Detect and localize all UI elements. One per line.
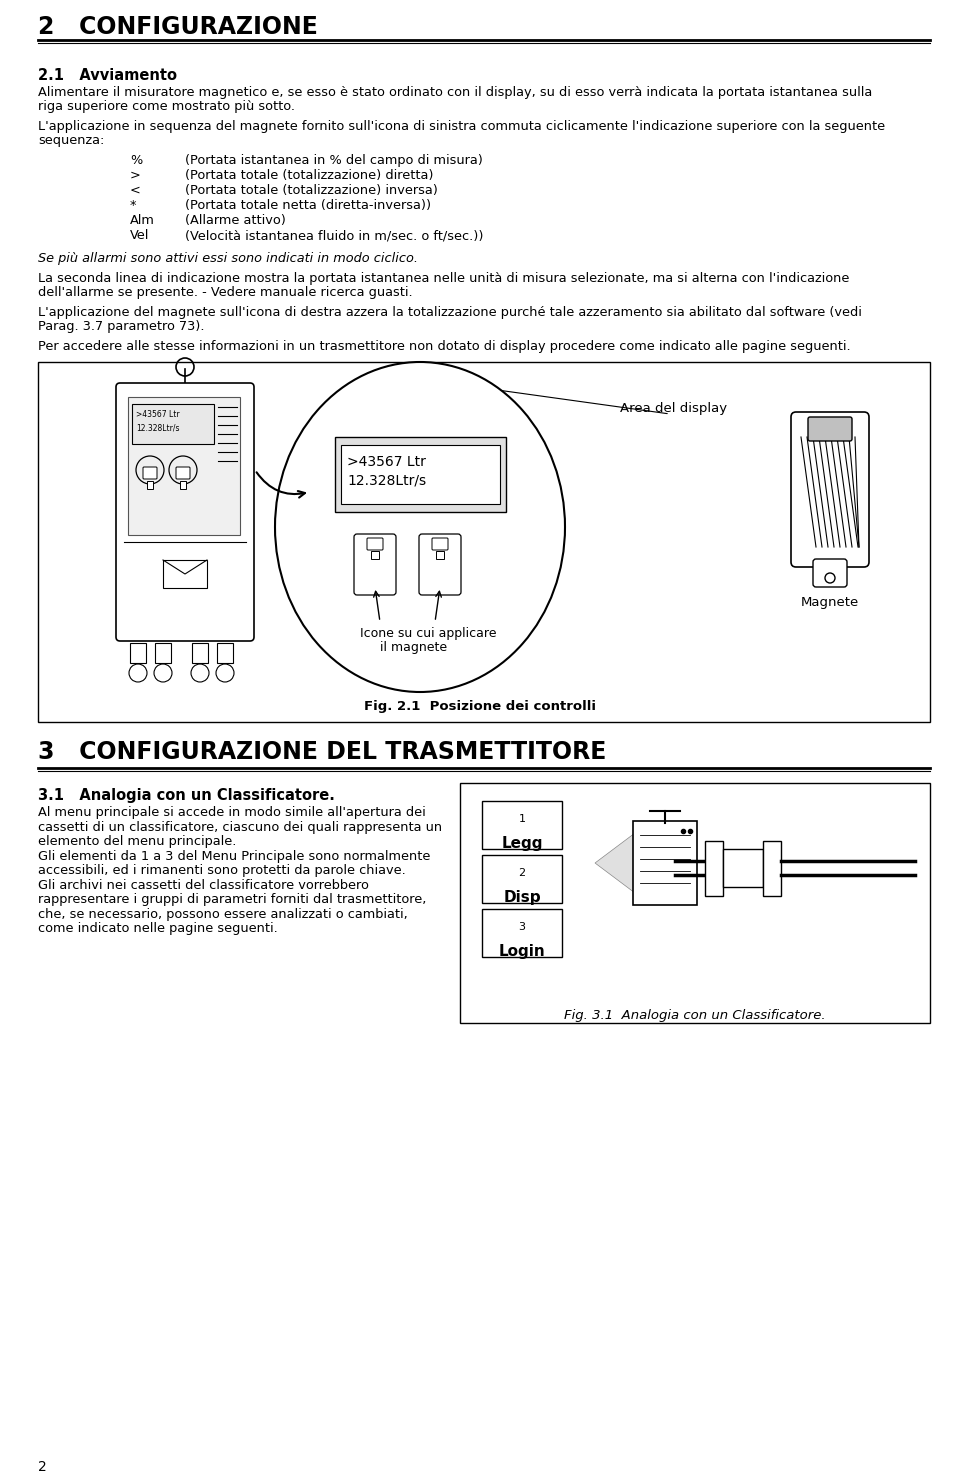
FancyBboxPatch shape — [705, 842, 723, 896]
FancyBboxPatch shape — [335, 436, 506, 511]
Text: Alm: Alm — [130, 214, 155, 227]
FancyBboxPatch shape — [791, 413, 869, 567]
FancyBboxPatch shape — [436, 551, 444, 559]
FancyBboxPatch shape — [155, 643, 171, 663]
Text: >43567 Ltr: >43567 Ltr — [347, 455, 426, 469]
Text: Alimentare il misuratore magnetico e, se esso è stato ordinato con il display, s: Alimentare il misuratore magnetico e, se… — [38, 85, 873, 99]
Text: Fig. 3.1  Analogia con un Classificatore.: Fig. 3.1 Analogia con un Classificatore. — [564, 1010, 826, 1021]
Text: elemento del menu principale.: elemento del menu principale. — [38, 834, 236, 848]
Text: come indicato nelle pagine seguenti.: come indicato nelle pagine seguenti. — [38, 923, 277, 935]
FancyBboxPatch shape — [460, 783, 930, 1023]
Text: 12.328Ltr/s: 12.328Ltr/s — [347, 473, 426, 486]
Text: Se più allarmi sono attivi essi sono indicati in modo ciclico.: Se più allarmi sono attivi essi sono ind… — [38, 252, 418, 265]
Text: >: > — [130, 170, 141, 181]
Text: 2   CONFIGURAZIONE: 2 CONFIGURAZIONE — [38, 15, 318, 38]
Text: rappresentare i gruppi di parametri forniti dal trasmettitore,: rappresentare i gruppi di parametri forn… — [38, 893, 426, 907]
FancyBboxPatch shape — [419, 534, 461, 595]
FancyBboxPatch shape — [130, 643, 146, 663]
FancyBboxPatch shape — [633, 821, 697, 905]
Text: riga superiore come mostrato più sotto.: riga superiore come mostrato più sotto. — [38, 100, 295, 113]
Text: Icone su cui applicare: Icone su cui applicare — [360, 626, 496, 640]
FancyBboxPatch shape — [217, 643, 233, 663]
Text: <: < — [130, 184, 141, 198]
Text: L'applicazione in sequenza del magnete fornito sull'icona di sinistra commuta ci: L'applicazione in sequenza del magnete f… — [38, 119, 885, 133]
FancyBboxPatch shape — [116, 383, 254, 641]
FancyBboxPatch shape — [813, 559, 847, 587]
Text: 1: 1 — [518, 814, 525, 824]
Text: (Portata totale netta (diretta-inversa)): (Portata totale netta (diretta-inversa)) — [185, 199, 431, 212]
Text: 3: 3 — [518, 923, 525, 932]
Text: 12.328Ltr/s: 12.328Ltr/s — [136, 423, 180, 432]
FancyBboxPatch shape — [367, 538, 383, 550]
FancyBboxPatch shape — [808, 417, 852, 441]
FancyBboxPatch shape — [763, 842, 781, 896]
Text: (Portata istantanea in % del campo di misura): (Portata istantanea in % del campo di mi… — [185, 153, 483, 167]
FancyBboxPatch shape — [432, 538, 448, 550]
FancyBboxPatch shape — [192, 643, 208, 663]
Text: Fig. 2.1  Posizione dei controlli: Fig. 2.1 Posizione dei controlli — [364, 700, 596, 713]
FancyBboxPatch shape — [482, 800, 562, 849]
FancyBboxPatch shape — [371, 551, 379, 559]
FancyBboxPatch shape — [180, 481, 186, 489]
FancyBboxPatch shape — [482, 909, 562, 957]
FancyBboxPatch shape — [723, 849, 763, 887]
Text: Per accedere alle stesse informazioni in un trasmettitore non dotato di display : Per accedere alle stesse informazioni in… — [38, 340, 851, 352]
Text: Gli elementi da 1 a 3 del Menu Principale sono normalmente: Gli elementi da 1 a 3 del Menu Principal… — [38, 849, 430, 862]
FancyBboxPatch shape — [147, 481, 153, 489]
Text: Gli archivi nei cassetti del classificatore vorrebbero: Gli archivi nei cassetti del classificat… — [38, 879, 369, 892]
Text: accessibili, ed i rimanenti sono protetti da parole chiave.: accessibili, ed i rimanenti sono protett… — [38, 864, 406, 877]
Text: 2.1   Avviamento: 2.1 Avviamento — [38, 68, 177, 83]
Text: che, se necessario, possono essere analizzati o cambiati,: che, se necessario, possono essere anali… — [38, 908, 408, 920]
Polygon shape — [595, 833, 635, 893]
FancyArrowPatch shape — [256, 472, 305, 498]
Text: Legg: Legg — [501, 836, 542, 850]
Text: dell'allarme se presente. - Vedere manuale ricerca guasti.: dell'allarme se presente. - Vedere manua… — [38, 286, 413, 299]
Text: (Portata totale (totalizzazione) diretta): (Portata totale (totalizzazione) diretta… — [185, 170, 434, 181]
Text: Disp: Disp — [503, 890, 540, 905]
Text: sequenza:: sequenza: — [38, 134, 105, 147]
FancyBboxPatch shape — [38, 363, 930, 722]
Text: il magnete: il magnete — [380, 641, 447, 654]
FancyBboxPatch shape — [341, 445, 500, 504]
Text: 2: 2 — [518, 868, 525, 879]
Ellipse shape — [275, 363, 565, 691]
FancyBboxPatch shape — [132, 404, 214, 444]
Text: L'applicazione del magnete sull'icona di destra azzera la totalizzazione purché : L'applicazione del magnete sull'icona di… — [38, 307, 862, 318]
Text: 3.1   Analogia con un Classificatore.: 3.1 Analogia con un Classificatore. — [38, 789, 335, 803]
FancyBboxPatch shape — [143, 467, 157, 479]
Text: Parag. 3.7 parametro 73).: Parag. 3.7 parametro 73). — [38, 320, 204, 333]
Text: *: * — [130, 199, 136, 212]
FancyBboxPatch shape — [128, 397, 240, 535]
FancyBboxPatch shape — [482, 855, 562, 904]
FancyBboxPatch shape — [354, 534, 396, 595]
Text: %: % — [130, 153, 142, 167]
Text: 3   CONFIGURAZIONE DEL TRASMETTITORE: 3 CONFIGURAZIONE DEL TRASMETTITORE — [38, 740, 607, 764]
Text: 2: 2 — [38, 1461, 47, 1474]
Text: cassetti di un classificatore, ciascuno dei quali rappresenta un: cassetti di un classificatore, ciascuno … — [38, 821, 443, 833]
Text: La seconda linea di indicazione mostra la portata istantanea nelle unità di misu: La seconda linea di indicazione mostra l… — [38, 273, 850, 284]
Text: Login: Login — [498, 943, 545, 960]
Text: (Portata totale (totalizzazione) inversa): (Portata totale (totalizzazione) inversa… — [185, 184, 438, 198]
Text: Area del display: Area del display — [620, 402, 727, 416]
Text: (Velocità istantanea fluido in m/sec. o ft/sec.)): (Velocità istantanea fluido in m/sec. o … — [185, 228, 484, 242]
FancyBboxPatch shape — [176, 467, 190, 479]
Text: Magnete: Magnete — [801, 595, 859, 609]
Text: Al menu principale si accede in modo simile all'apertura dei: Al menu principale si accede in modo sim… — [38, 806, 425, 820]
Text: >43567 Ltr: >43567 Ltr — [136, 410, 180, 419]
Text: (Allarme attivo): (Allarme attivo) — [185, 214, 286, 227]
Text: Vel: Vel — [130, 228, 150, 242]
